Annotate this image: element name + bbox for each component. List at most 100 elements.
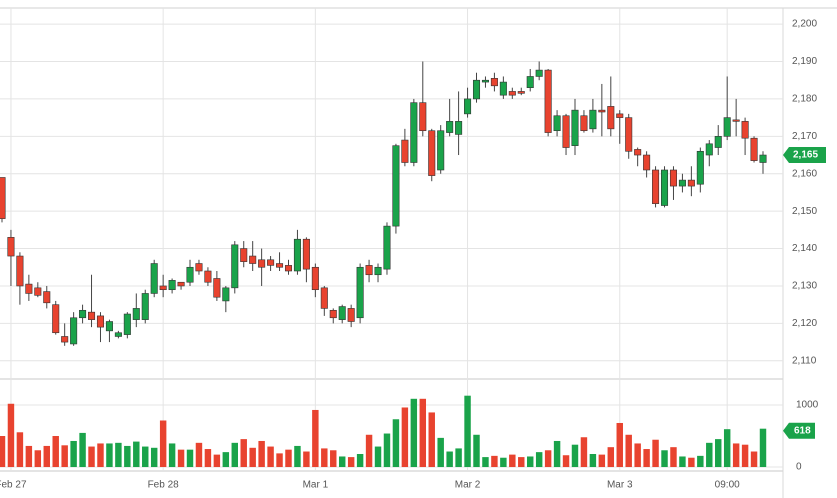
volume-bar (97, 443, 104, 468)
volume-bar (365, 434, 373, 468)
volume-bar (195, 442, 203, 468)
y-tick-label: 2,110 (792, 355, 817, 366)
x-tick-label: Mar 2 (455, 480, 481, 491)
volume-bar (715, 439, 722, 468)
volume-bar (634, 443, 641, 468)
volume-bar (643, 449, 650, 468)
y-tick-label: 2,170 (792, 131, 817, 142)
candle-body (311, 266, 319, 291)
volume-bar (759, 428, 767, 468)
volume-bar (697, 455, 704, 468)
volume-bar (338, 456, 346, 468)
volume-bar (589, 453, 597, 468)
volume-bar (356, 453, 364, 468)
volume-bar (616, 422, 623, 468)
candle-body (526, 76, 534, 88)
y-tick-label: 2,130 (792, 281, 817, 292)
volume-bar (249, 447, 256, 468)
volume-bar (347, 457, 355, 468)
candle-body (481, 79, 489, 83)
candle-body (88, 311, 96, 320)
y-tick-label: 2,180 (792, 94, 817, 105)
last-volume-label: 618 (794, 425, 811, 436)
candle-body (580, 115, 588, 132)
volume-bar (285, 449, 292, 468)
y-tick-label: 2,190 (792, 56, 817, 67)
candle-body (571, 109, 579, 146)
volume-bar (267, 446, 274, 468)
volume-bar (473, 434, 480, 468)
candle-body (168, 280, 176, 291)
volume-bar (294, 445, 301, 468)
volume-bar (679, 456, 686, 468)
volume-bar (544, 450, 552, 468)
volume-bar (177, 449, 185, 468)
candle-body (643, 154, 651, 171)
volume-bar (88, 446, 95, 468)
candle-body (150, 263, 158, 294)
volume-bar (661, 450, 668, 468)
volume-bar (553, 440, 561, 468)
candle-body (392, 145, 400, 227)
volume-bar (79, 432, 86, 468)
volume-bar (455, 448, 462, 468)
grid (0, 8, 783, 470)
volume-bar (518, 457, 525, 468)
candle-body (43, 291, 51, 304)
candle-body (589, 109, 597, 130)
volume-bar (374, 446, 382, 468)
candle-body (544, 69, 552, 133)
candle-body (123, 313, 131, 335)
candle-body (356, 266, 364, 319)
candle-body (276, 263, 284, 268)
candle-body (741, 121, 749, 139)
candle-body (428, 130, 436, 176)
volume-bar (562, 455, 570, 468)
x-tick-label: Feb 27 (0, 480, 27, 491)
x-tick-label: Mar 3 (607, 480, 633, 491)
candle-body (696, 150, 704, 185)
volume-bar (723, 429, 731, 468)
candle-body (284, 265, 293, 272)
candle-body (52, 304, 60, 334)
candle-body (517, 91, 525, 94)
candle-body (669, 169, 677, 187)
candle-body (616, 113, 624, 118)
volume-bar (312, 409, 319, 468)
candle-body (96, 315, 105, 328)
candle-body (204, 270, 212, 283)
candle-body (79, 309, 87, 319)
volume-bar (115, 442, 122, 468)
volume-bar (688, 457, 695, 468)
volume-bar (410, 398, 418, 468)
candle-body (419, 102, 427, 132)
candle-body (61, 336, 69, 343)
volume-bar (652, 439, 659, 468)
candle-body (141, 293, 149, 320)
volume-bar (670, 447, 677, 468)
candle-body (446, 121, 454, 133)
volume-bar (750, 451, 758, 468)
volume-bar (303, 451, 310, 468)
candle-body (25, 283, 33, 294)
volume-bar (7, 403, 15, 468)
last-price-label: 2,165 (793, 150, 818, 161)
candle-body (499, 81, 507, 96)
candle-body (464, 98, 472, 115)
last-price-tag (783, 147, 826, 164)
last-volume-tag (783, 422, 815, 439)
candle-body (231, 244, 239, 289)
candle-body (159, 285, 167, 291)
candle-body (660, 169, 669, 206)
candle-body (553, 115, 561, 132)
volume-bar (124, 445, 131, 468)
volume-bar (106, 443, 113, 468)
candle-body (177, 281, 185, 287)
candle-body (105, 321, 113, 332)
volume-bar (70, 440, 77, 468)
volume-bar (482, 457, 489, 468)
candle-body (320, 287, 328, 309)
volume-bar (231, 442, 238, 468)
volume-bar (464, 395, 471, 468)
